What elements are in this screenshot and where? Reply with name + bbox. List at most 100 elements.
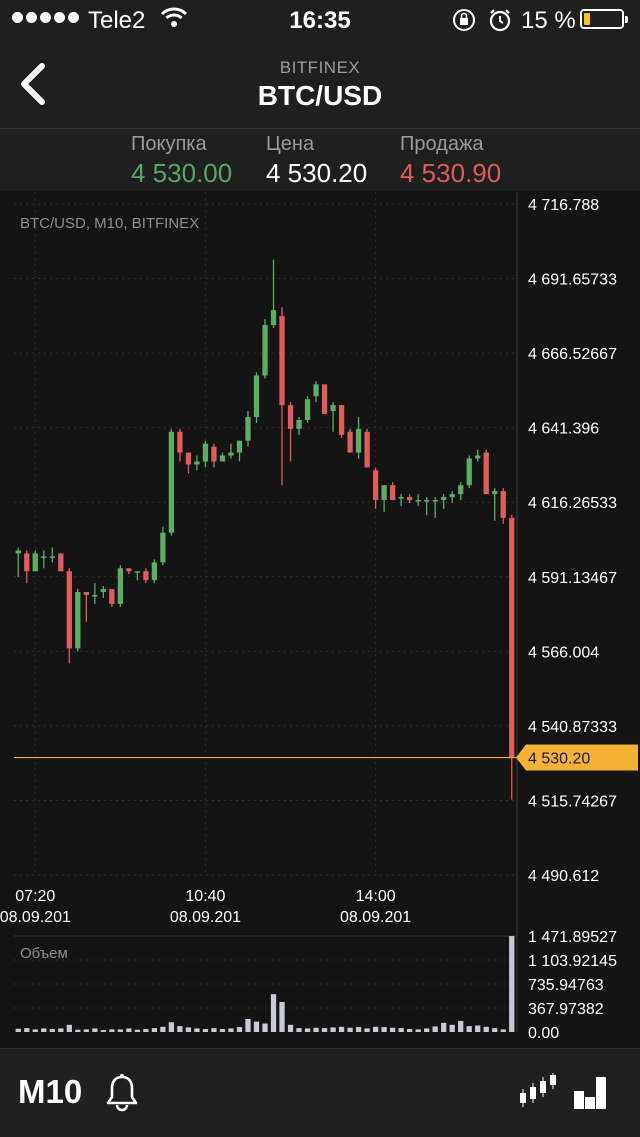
candle-body xyxy=(49,556,55,558)
candle-body xyxy=(194,461,200,465)
candle-body xyxy=(398,497,404,499)
candle-body xyxy=(492,491,498,495)
chart-area[interactable]: 4 716.788 4 691.65733 4 666.52667 4 641.396… xyxy=(0,192,640,1048)
price-value: 4 530.20 xyxy=(266,158,368,188)
volume-bar xyxy=(92,1028,98,1032)
candle-body xyxy=(66,571,72,649)
candle-body xyxy=(126,568,132,572)
candle-body xyxy=(262,325,268,376)
candle-body xyxy=(32,553,38,572)
volume-bar xyxy=(24,1028,30,1032)
page-title: BTC/USD xyxy=(257,80,383,111)
volume-bar xyxy=(117,1029,123,1032)
candle-body xyxy=(355,428,362,453)
volume-tick-label: 735.94763 xyxy=(528,977,604,994)
sell-value: 4 530.90 xyxy=(400,158,502,188)
volume-bar xyxy=(475,1025,481,1032)
volume-bar xyxy=(202,1029,209,1032)
volume-title: Объем xyxy=(20,945,68,962)
volume-tick-label: 1 103.92145 xyxy=(528,953,617,970)
volume-bar xyxy=(245,1018,251,1032)
volume-bar xyxy=(49,1029,55,1032)
candle-body xyxy=(432,500,438,502)
volume-bar xyxy=(458,1020,464,1032)
date-tick-label: 08.09.201 xyxy=(170,909,241,926)
volume-bar xyxy=(15,1028,21,1032)
candle-body xyxy=(117,568,123,604)
candle-body xyxy=(202,443,209,462)
timeframe-button[interactable]: M10 xyxy=(18,1073,83,1110)
exchange-name: BITFINEX xyxy=(279,58,361,77)
current-price-badge xyxy=(516,744,638,771)
volume-bar xyxy=(134,1029,141,1032)
navigation-bar: BITFINEX BTC/USD xyxy=(0,40,640,129)
time-tick-label: 14:00 xyxy=(356,888,396,905)
volume-bar xyxy=(466,1026,472,1032)
volume-bar xyxy=(381,1027,387,1032)
price-tick-label: 4 616.26533 xyxy=(528,495,617,512)
volume-bar xyxy=(236,1027,243,1032)
price-tick-label: 4 591.13467 xyxy=(528,570,617,587)
candle-body xyxy=(509,517,515,759)
candle-body xyxy=(15,550,21,554)
candle-body xyxy=(330,405,336,412)
sell-label: Продажа xyxy=(400,133,484,155)
volume-bar xyxy=(83,1029,89,1032)
bell-icon[interactable] xyxy=(104,1073,140,1113)
candle-body xyxy=(100,589,106,593)
volume-bar xyxy=(398,1028,404,1032)
volume-bar xyxy=(58,1028,64,1032)
volume-bar xyxy=(483,1026,489,1032)
buy-value: 4 530.00 xyxy=(131,158,233,188)
candle-body xyxy=(372,470,379,501)
volume-bar xyxy=(304,1028,311,1032)
candle-body xyxy=(407,497,413,501)
candle-body xyxy=(364,431,370,468)
candle-body xyxy=(347,431,353,453)
candle-body xyxy=(270,310,277,326)
volume-bar xyxy=(355,1027,362,1032)
signal-dots-icon xyxy=(12,12,79,23)
volume-bar xyxy=(509,936,515,1032)
bar-chart-icon[interactable] xyxy=(572,1073,608,1109)
candle-body xyxy=(228,452,234,456)
candlestick-icon[interactable] xyxy=(518,1073,558,1109)
candle-body xyxy=(415,500,421,502)
battery-percent: 15 % xyxy=(521,7,576,34)
candle-body xyxy=(338,405,345,435)
sell-quote: Продажа 4 530.90 xyxy=(400,133,501,189)
volume-bar xyxy=(415,1029,421,1032)
battery-icon xyxy=(580,9,628,29)
volume-bar xyxy=(100,1030,106,1032)
price-chart[interactable]: 4 716.788 4 691.65733 4 666.52667 4 641.396… xyxy=(0,192,640,1048)
volume-bar xyxy=(177,1026,183,1032)
wifi-icon xyxy=(160,7,188,27)
volume-bar xyxy=(330,1027,336,1032)
candle-body xyxy=(219,455,226,462)
buy-label: Покупка xyxy=(131,133,207,155)
clock: 16:35 xyxy=(289,7,351,34)
volume-bar xyxy=(41,1028,47,1032)
price-tick-label: 4 716.788 xyxy=(528,197,599,214)
time-tick-label: 07:20 xyxy=(15,888,55,905)
volume-bar xyxy=(432,1026,438,1032)
back-button[interactable] xyxy=(8,54,68,114)
volume-bar xyxy=(219,1029,226,1032)
volume-bar xyxy=(143,1029,149,1032)
candle-body xyxy=(41,556,47,558)
volume-bar xyxy=(253,1021,260,1032)
volume-bar xyxy=(389,1027,396,1032)
candle-body xyxy=(92,594,98,597)
candle-body xyxy=(236,440,243,453)
volume-bar xyxy=(407,1029,413,1032)
candle-body xyxy=(500,491,506,518)
volume-tick-label: 367.97382 xyxy=(528,1001,604,1018)
candle-body xyxy=(279,316,285,406)
price-tick-label: 4 691.65733 xyxy=(528,272,617,289)
candle-body xyxy=(185,452,192,465)
volume-bar xyxy=(32,1029,38,1032)
volume-bar xyxy=(347,1027,353,1032)
volume-tick-label: 1 471.89527 xyxy=(528,929,617,946)
candle-body xyxy=(168,431,175,533)
candle-body xyxy=(296,419,302,429)
